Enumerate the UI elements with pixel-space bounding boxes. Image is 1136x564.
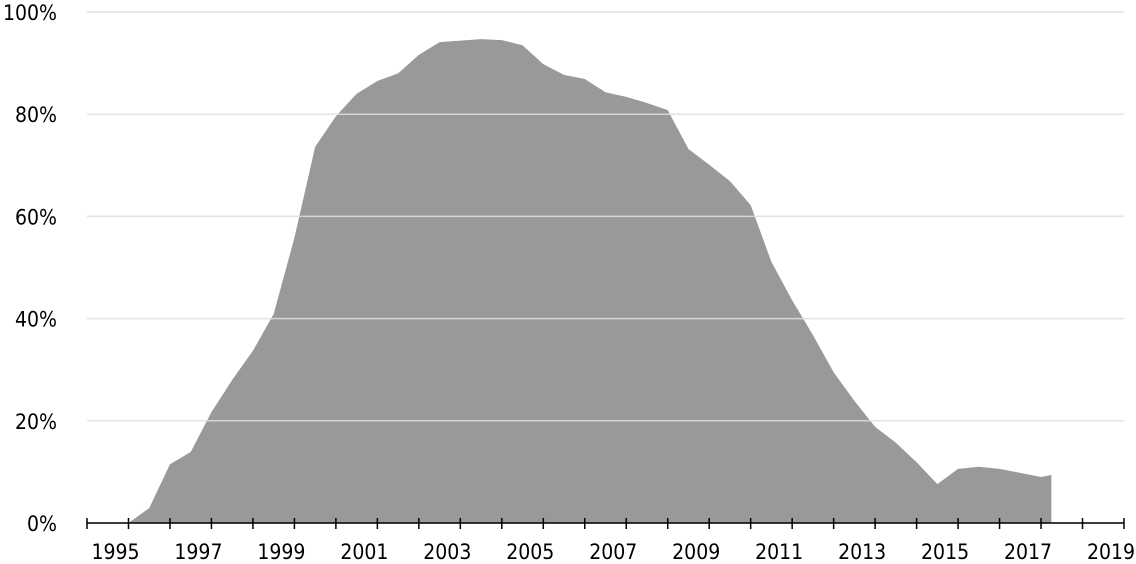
y-tick-label: 20% xyxy=(15,410,57,434)
x-tick-label: 1999 xyxy=(257,540,305,564)
x-tick-label: 1997 xyxy=(174,540,222,564)
y-tick-label: 100% xyxy=(3,1,57,25)
y-tick-label: 40% xyxy=(15,308,57,332)
x-tick-label: 2019 xyxy=(1087,540,1135,564)
area xyxy=(128,39,1052,523)
x-tick-label: 2011 xyxy=(755,540,803,564)
y-tick-label: 60% xyxy=(15,205,57,229)
x-tick-label: 2005 xyxy=(506,540,554,564)
x-tick-label: 2017 xyxy=(1004,540,1052,564)
x-tick-label: 2001 xyxy=(340,540,388,564)
x-tick-label: 2013 xyxy=(838,540,886,564)
x-tick-label: 2003 xyxy=(423,540,471,564)
y-tick-label: 0% xyxy=(27,512,57,536)
x-tick-label: 1995 xyxy=(91,540,139,564)
x-tick-label: 2007 xyxy=(589,540,637,564)
x-tick-label: 2009 xyxy=(672,540,720,564)
x-tick-label: 2015 xyxy=(921,540,969,564)
y-tick-label: 80% xyxy=(15,103,57,127)
